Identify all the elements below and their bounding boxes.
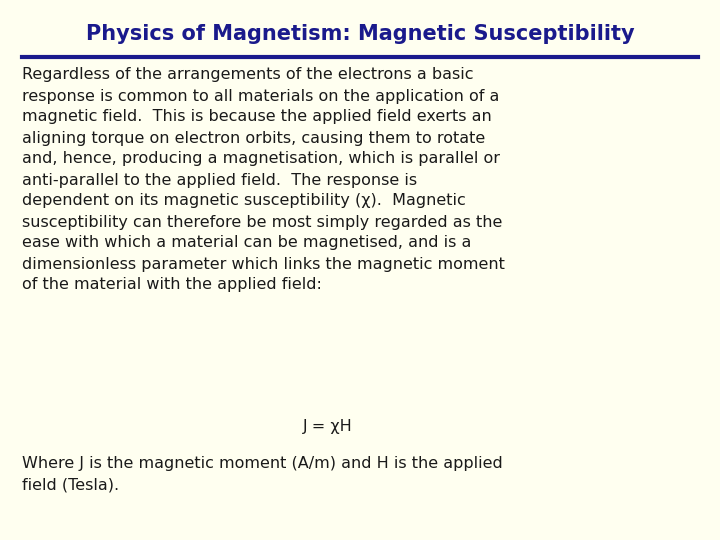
- Text: J = χH: J = χH: [302, 418, 352, 434]
- Text: Physics of Magnetism: Magnetic Susceptibility: Physics of Magnetism: Magnetic Susceptib…: [86, 24, 634, 44]
- Text: Where J is the magnetic moment (A/m) and H is the applied
field (Tesla).: Where J is the magnetic moment (A/m) and…: [22, 456, 503, 492]
- Text: Regardless of the arrangements of the electrons a basic
response is common to al: Regardless of the arrangements of the el…: [22, 68, 505, 293]
